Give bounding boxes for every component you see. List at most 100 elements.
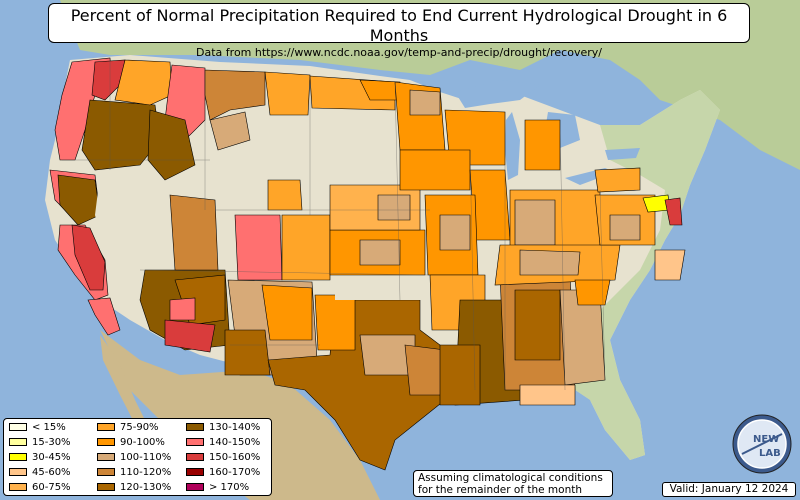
legend-item: 90-100% <box>97 436 165 449</box>
assumption-note-line2: for the remainder of the month <box>418 484 583 496</box>
legend-swatch <box>186 453 204 461</box>
lake-michigan <box>505 112 520 180</box>
region-pa <box>594 167 641 193</box>
legend-item: 15-30% <box>9 436 71 449</box>
legend-label: > 170% <box>209 482 250 493</box>
legend-swatch <box>9 453 27 461</box>
region-sc <box>574 279 611 306</box>
legend-item: 30-45% <box>9 451 71 464</box>
logo-text-top: NEW <box>753 434 779 445</box>
state-borders <box>62 58 606 391</box>
region-al-dark <box>514 289 561 361</box>
region-wa-dark <box>91 59 126 101</box>
legend-label: 30-45% <box>32 452 71 463</box>
region-nm-sw <box>224 329 271 376</box>
region-nm-east <box>261 284 313 341</box>
region-id-south <box>147 109 196 181</box>
region-or-central <box>81 99 161 171</box>
legend: < 15% 15-30% 30-45% 45-60% 60-75% 75-90% 90-10… <box>3 418 272 496</box>
legend-swatch <box>186 483 204 491</box>
legend-item: 45-60% <box>9 466 71 479</box>
region-ks-tan <box>359 239 401 266</box>
assumption-note-line1: Assuming climatological conditions <box>418 472 603 484</box>
region-in-tan <box>514 199 556 246</box>
legend-label: 150-160% <box>209 452 261 463</box>
region-wy-blob <box>267 179 303 211</box>
legend-label: 130-140% <box>209 422 261 433</box>
region-nv <box>95 175 168 285</box>
lake-ontario <box>605 148 640 160</box>
legend-label: 120-130% <box>120 482 172 493</box>
region-co-east <box>281 214 331 281</box>
legend-label: 90-100% <box>120 437 165 448</box>
region-mt-east <box>264 71 311 116</box>
legend-swatch <box>9 468 27 476</box>
legend-item: 120-130% <box>97 481 171 494</box>
region-ut <box>169 194 219 271</box>
legend-swatch <box>186 423 204 431</box>
legend-item: 100-110% <box>97 451 171 464</box>
region-ca-south <box>87 297 121 336</box>
region-mo-tan <box>439 214 471 251</box>
map-subtitle: Data from https://www.ncdc.noaa.gov/temp… <box>196 46 602 59</box>
valid-date: Valid: January 12 2024 <box>662 482 796 497</box>
legend-swatch <box>97 423 115 431</box>
region-va-tan <box>609 214 641 241</box>
region-az-red <box>164 319 216 353</box>
legend-label: 100-110% <box>120 452 172 463</box>
region-wa-east <box>114 59 173 106</box>
legend-item: 110-120% <box>97 466 171 479</box>
legend-label: 75-90% <box>120 422 159 433</box>
legend-item: 60-75% <box>9 481 71 494</box>
region-fl-panhandle <box>519 384 576 406</box>
region-mn-tan <box>409 89 441 116</box>
mexico-land <box>100 330 380 500</box>
legend-label: 15-30% <box>32 437 71 448</box>
newlab-logo: NEW LAB <box>732 414 792 474</box>
region-ky-tan <box>519 249 581 276</box>
region-ca-nevada <box>57 174 101 226</box>
map-title: Percent of Normal Precipitation Required… <box>70 6 728 45</box>
region-ok <box>335 275 430 300</box>
legend-swatch <box>9 483 27 491</box>
legend-swatch <box>186 438 204 446</box>
region-tx-ne <box>314 294 356 351</box>
legend-item: 130-140% <box>186 421 260 434</box>
legend-label: 110-120% <box>120 467 172 478</box>
legend-label: 45-60% <box>32 467 71 478</box>
baja-land <box>100 335 150 430</box>
legend-label: < 15% <box>32 422 66 433</box>
legend-swatch <box>97 438 115 446</box>
region-ia <box>399 149 471 191</box>
region-ne-tan <box>377 194 411 221</box>
legend-swatch <box>186 468 204 476</box>
legend-swatch <box>97 483 115 491</box>
lake-superior <box>455 80 540 108</box>
legend-label: 160-170% <box>209 467 261 478</box>
region-az-pink <box>169 297 196 321</box>
legend-label: 140-150% <box>209 437 261 448</box>
region-mt-south <box>209 111 251 151</box>
title-box: Percent of Normal Precipitation Required… <box>48 3 750 59</box>
assumption-note: Assuming climatological conditions for t… <box>413 470 613 497</box>
region-ca-valley <box>71 224 106 291</box>
region-de-red <box>664 197 683 226</box>
legend-item: 140-150% <box>186 436 260 449</box>
region-la <box>439 344 481 406</box>
logo-text-bottom: LAB <box>759 448 781 459</box>
legend-swatch <box>9 423 27 431</box>
legend-item: < 15% <box>9 421 66 434</box>
legend-item: > 170% <box>186 481 249 494</box>
legend-item: 150-160% <box>186 451 260 464</box>
region-co-west <box>234 214 283 281</box>
region-tx-east <box>404 344 446 396</box>
legend-swatch <box>97 453 115 461</box>
region-nc-coast <box>654 249 686 281</box>
legend-label: 60-75% <box>32 482 71 493</box>
legend-item: 75-90% <box>97 421 159 434</box>
legend-swatch <box>9 438 27 446</box>
legend-item: 160-170% <box>186 466 260 479</box>
legend-swatch <box>97 468 115 476</box>
region-mi <box>524 119 561 171</box>
